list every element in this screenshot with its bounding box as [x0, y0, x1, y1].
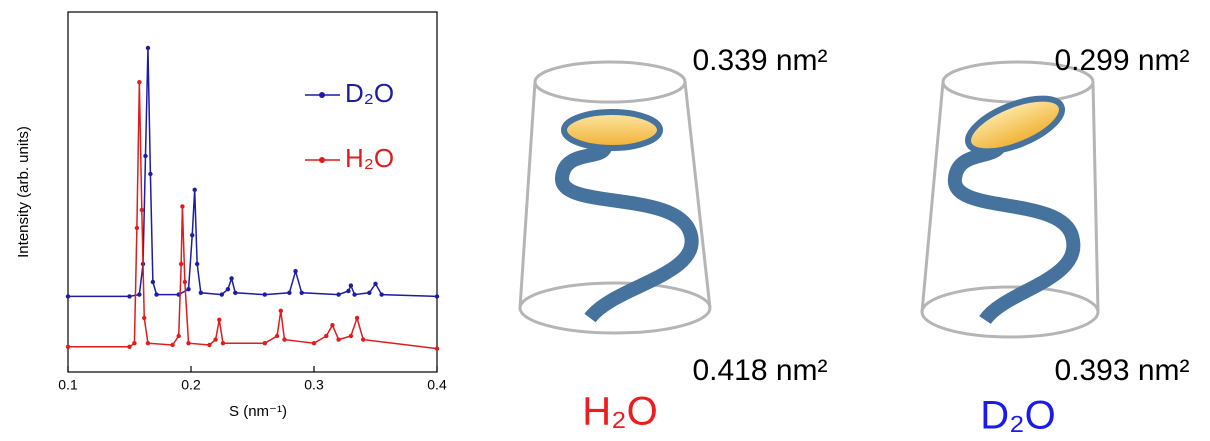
data-point — [190, 233, 194, 237]
data-point — [148, 172, 152, 176]
series-line — [68, 82, 437, 348]
data-point — [146, 46, 150, 50]
data-point — [66, 345, 70, 349]
data-point — [207, 343, 211, 347]
data-point — [183, 280, 187, 284]
data-point — [186, 287, 190, 291]
data-point — [140, 208, 144, 212]
data-point — [263, 341, 267, 345]
data-point — [220, 292, 224, 296]
data-point — [137, 292, 141, 296]
data-point — [151, 280, 155, 284]
data-point — [213, 337, 217, 341]
chain-h2o — [562, 148, 692, 318]
figure: S (nm⁻¹) Intensity (arb. units) 0.339 nm… — [0, 0, 1210, 441]
legend-label: D₂O — [345, 78, 394, 108]
data-point — [282, 337, 286, 341]
x-tick-label: 0.4 — [427, 377, 447, 393]
data-point — [300, 291, 304, 295]
data-point — [177, 334, 181, 338]
data-point — [275, 334, 279, 338]
data-point — [435, 294, 439, 298]
data-point — [217, 318, 221, 322]
data-point — [312, 341, 316, 345]
data-point — [293, 269, 297, 273]
x-tick-label: 0.2 — [181, 377, 201, 393]
data-point — [352, 292, 356, 296]
data-point — [346, 289, 350, 293]
legend-label: H₂O — [345, 143, 394, 173]
data-point — [373, 282, 377, 286]
data-point — [199, 291, 203, 295]
top-area: 0.339 nm² — [692, 44, 827, 77]
data-point — [127, 345, 131, 349]
plot-frame — [68, 12, 437, 372]
x-tick-label: 0.1 — [58, 377, 78, 393]
data-point — [135, 226, 139, 230]
data-point — [336, 337, 340, 341]
bottom-area: 0.418 nm² — [692, 354, 827, 387]
x-tick-label: 0.3 — [304, 377, 324, 393]
data-point — [186, 341, 190, 345]
data-point — [330, 323, 334, 327]
data-point — [263, 292, 267, 296]
data-point — [229, 276, 233, 280]
data-point — [142, 316, 146, 320]
data-point — [233, 291, 237, 295]
data-point — [170, 343, 174, 347]
headgroup-h2o — [564, 112, 660, 148]
data-point — [287, 291, 291, 295]
data-point — [336, 292, 340, 296]
data-point — [192, 188, 196, 192]
diagram-label: D₂O — [980, 394, 1056, 438]
legend-marker — [319, 92, 325, 98]
top-area: 0.299 nm² — [1054, 44, 1189, 77]
data-point — [221, 341, 225, 345]
data-point — [66, 294, 70, 298]
data-point — [143, 154, 147, 158]
data-point — [154, 292, 158, 296]
data-point — [361, 337, 365, 341]
data-point — [195, 262, 199, 266]
data-point — [132, 341, 136, 345]
legend-marker — [319, 157, 325, 163]
data-point — [367, 291, 371, 295]
data-point — [180, 204, 184, 208]
data-point — [349, 334, 353, 338]
data-point — [379, 292, 383, 296]
data-point — [137, 80, 141, 84]
data-point — [349, 283, 353, 287]
diagram-label: H₂O — [582, 390, 658, 434]
data-point — [279, 309, 283, 313]
bottom-area: 0.393 nm² — [1054, 354, 1189, 387]
data-point — [179, 262, 183, 266]
data-point — [355, 316, 359, 320]
data-point — [146, 341, 150, 345]
data-point — [127, 294, 131, 298]
data-point — [324, 334, 328, 338]
x-axis-title: S (nm⁻¹) — [229, 403, 287, 420]
data-point — [226, 287, 230, 291]
y-axis-title: Intensity (arb. units) — [15, 126, 32, 258]
data-point — [435, 346, 439, 350]
chain-d2o — [955, 145, 1074, 320]
